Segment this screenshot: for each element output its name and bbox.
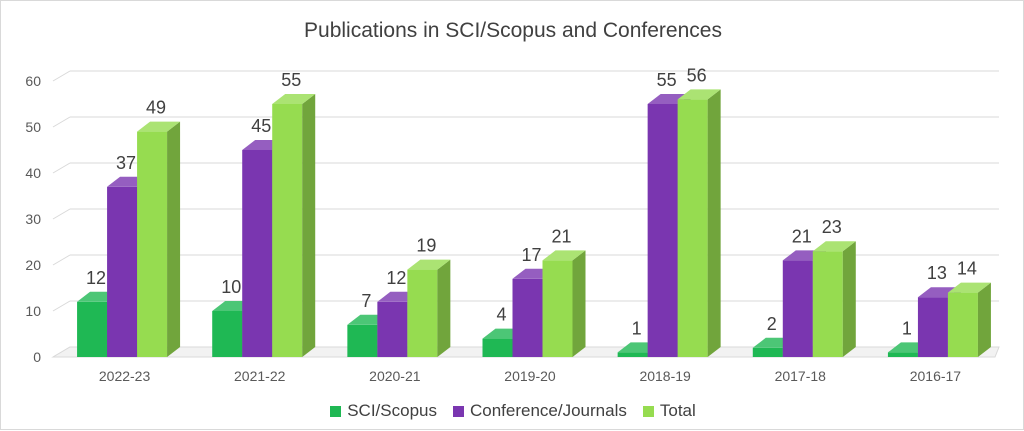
bar-total-front <box>137 131 168 357</box>
y-tick-label: 30 <box>25 211 41 227</box>
bar-total-front <box>677 99 708 358</box>
data-label: 49 <box>146 98 166 118</box>
legend-item-conference-journals: Conference/Journals <box>452 401 627 421</box>
data-label: 55 <box>657 70 677 90</box>
bar-conference-journals-front <box>377 301 408 357</box>
bar-sci-scopus-front <box>77 301 108 357</box>
data-label: 37 <box>116 153 136 173</box>
bar-total-side <box>707 89 721 358</box>
bar-sci-scopus-front <box>887 352 918 357</box>
legend-item-total: Total <box>642 401 696 421</box>
data-label: 21 <box>551 226 571 246</box>
bar-conference-journals-front <box>107 186 138 357</box>
gridline-depth <box>52 254 71 266</box>
x-tick-label: 2022-23 <box>99 368 151 384</box>
data-label: 12 <box>86 268 106 288</box>
data-label: 2 <box>767 314 777 334</box>
bar-total-top <box>407 259 451 270</box>
bar-total-front <box>542 260 573 357</box>
bar-sci-scopus-front <box>347 324 378 357</box>
bar-total-side <box>977 282 991 357</box>
legend-item-sci-scopus: SCI/Scopus <box>330 401 437 421</box>
data-label: 7 <box>361 291 371 311</box>
bar-total-top <box>812 241 856 252</box>
gridline-depth <box>52 208 71 220</box>
data-label: 45 <box>251 116 271 136</box>
data-label: 13 <box>927 263 947 283</box>
y-tick-label: 60 <box>25 73 41 89</box>
x-tick-label: 2017-18 <box>775 368 827 384</box>
chart-title: Publications in SCI/Scopus and Conferenc… <box>304 19 722 42</box>
data-label: 17 <box>521 245 541 265</box>
y-tick-label: 50 <box>25 119 41 135</box>
bar-total-side <box>572 250 586 357</box>
bar-sci-scopus-front <box>212 311 243 357</box>
x-tick-label: 2019-20 <box>504 368 556 384</box>
bar-total-top <box>272 94 316 104</box>
data-label: 19 <box>416 236 436 256</box>
legend-swatch-conference-journals <box>452 405 464 417</box>
data-label: 56 <box>687 65 707 85</box>
x-tick-label: 2020-21 <box>369 368 421 384</box>
legend: SCI/Scopus Conference/Journals Total <box>1 401 1024 421</box>
bar-total-top <box>542 250 586 261</box>
bar-sci-scopus-front <box>482 338 513 357</box>
data-label: 10 <box>221 277 241 297</box>
bar-total-top <box>947 282 991 293</box>
data-label: 21 <box>792 226 812 246</box>
bar-total-side <box>167 121 181 357</box>
data-label: 12 <box>386 268 406 288</box>
bar-total-front <box>407 269 438 357</box>
bar-total-side <box>302 94 316 357</box>
bar-conference-journals-front <box>647 104 678 357</box>
bar-conference-journals-front <box>782 260 813 357</box>
data-label: 1 <box>632 318 642 338</box>
bar-conference-journals-front <box>917 297 948 357</box>
data-label: 23 <box>822 217 842 237</box>
bar-total-side <box>842 241 856 357</box>
bar-total-side <box>437 259 451 357</box>
x-tick-label: 2021-22 <box>234 368 286 384</box>
data-label: 55 <box>281 70 301 90</box>
bar-total-front <box>947 292 978 357</box>
x-tick-label: 2016-17 <box>910 368 962 384</box>
y-tick-label: 0 <box>33 349 41 365</box>
bar-total-top <box>677 89 721 100</box>
bar-sci-scopus-front <box>617 352 648 357</box>
bar-sci-scopus-front <box>752 347 783 357</box>
data-label: 14 <box>957 259 977 279</box>
gridline-depth <box>52 162 71 174</box>
legend-swatch-sci-scopus <box>330 405 342 417</box>
data-label: 1 <box>902 318 912 338</box>
y-tick-label: 40 <box>25 165 41 181</box>
legend-label-conference-journals: Conference/Journals <box>469 401 627 420</box>
gridline-depth <box>52 300 71 312</box>
bar-total-front <box>812 251 843 357</box>
bar-conference-journals-front <box>512 278 543 357</box>
bar-total-front <box>272 104 303 357</box>
bar-conference-journals-front <box>242 150 273 357</box>
gridline-depth <box>52 116 71 128</box>
legend-label-total: Total <box>659 401 696 420</box>
legend-swatch-total <box>642 405 654 417</box>
x-tick-label: 2018-19 <box>639 368 691 384</box>
data-label: 4 <box>496 305 506 325</box>
legend-label-sci-scopus: SCI/Scopus <box>347 401 437 420</box>
y-tick-label: 20 <box>25 257 41 273</box>
bar-total-top <box>137 121 181 132</box>
y-tick-label: 10 <box>25 303 41 319</box>
gridline-depth <box>52 70 71 82</box>
